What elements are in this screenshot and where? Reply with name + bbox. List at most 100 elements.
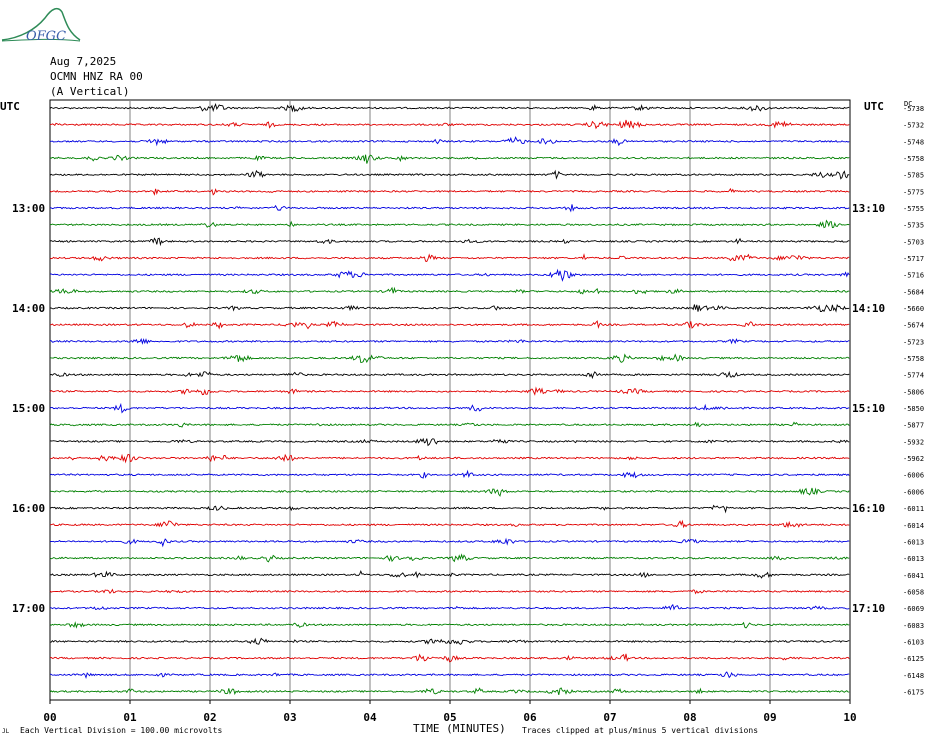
dc-offset-label: -6013	[903, 555, 924, 563]
trace-line	[49, 304, 850, 313]
dc-offset-label: -5716	[903, 272, 924, 280]
x-tick-label: 01	[123, 711, 137, 724]
left-hour-label: 16:00	[12, 502, 45, 515]
left-hour-label: 17:00	[12, 602, 45, 615]
trace-line	[49, 237, 850, 247]
x-tick-label: 10	[843, 711, 856, 724]
dc-offset-label: -6014	[903, 522, 924, 530]
trace-lines	[49, 102, 850, 696]
dc-offset-label: -5962	[903, 455, 924, 463]
dc-offset-label: -5877	[903, 422, 924, 430]
trace-line	[49, 102, 850, 113]
footer-clip: Traces clipped at plus/minus 5 vertical …	[522, 726, 758, 735]
dc-offset-label: -5703	[903, 238, 924, 246]
dc-offset-label: -6058	[903, 588, 924, 596]
dc-offset-label: -5717	[903, 255, 924, 263]
trace-line	[49, 519, 850, 529]
dc-offset-label: -5806	[903, 388, 924, 396]
header-station: OCMN HNZ RA 00	[50, 70, 143, 83]
x-tick-label: 02	[203, 711, 216, 724]
right-hour-label: 17:10	[852, 602, 885, 615]
dc-offset-label: -5775	[903, 188, 924, 196]
dc-offset-label: -6083	[903, 622, 924, 630]
dc-offset-label: -5735	[903, 222, 924, 230]
trace-line	[49, 386, 850, 396]
trace-line	[49, 537, 850, 548]
trace-line	[49, 421, 850, 428]
right-hour-label: 16:10	[852, 502, 885, 515]
dc-offset-label: -5660	[903, 305, 924, 313]
trace-line	[49, 219, 850, 229]
trace-line	[49, 569, 850, 579]
trace-line	[49, 204, 850, 213]
logo: OFGC	[1, 7, 81, 44]
right-hour-label: 15:10	[852, 402, 885, 415]
x-tick-label: 07	[603, 711, 616, 724]
dc-offset-label: -6006	[903, 488, 924, 496]
trace-line	[49, 603, 850, 611]
right-axis-label: UTC	[864, 100, 884, 113]
plot-grid	[49, 99, 851, 704]
trace-line	[49, 504, 850, 514]
trace-line	[49, 588, 850, 595]
trace-line	[49, 370, 850, 380]
right-hour-label: 14:10	[852, 302, 885, 315]
trace-line	[49, 337, 850, 345]
trace-line	[49, 286, 850, 295]
dc-offset-label: -5723	[903, 338, 924, 346]
dc-offset-label: -6069	[903, 605, 924, 613]
dc-offset-label: -6175	[903, 688, 924, 696]
dc-offset-label: -5758	[903, 355, 924, 363]
trace-line	[49, 169, 850, 180]
dc-offset-label: -6125	[903, 655, 924, 663]
trace-line	[49, 402, 850, 414]
dc-offset-label: -5738	[903, 105, 924, 113]
dc-offset-label: -6041	[903, 572, 924, 580]
dc-offset-label: -5850	[903, 405, 924, 413]
trace-line	[49, 320, 850, 330]
trace-line	[49, 253, 850, 263]
logo-text: OFGC	[26, 29, 66, 44]
dc-offset-label: -6148	[903, 672, 924, 680]
footer-scale: Each Vertical Division = 100.00 microvol…	[20, 726, 222, 735]
dc-offset-label: -5758	[903, 155, 924, 163]
x-axis-title: TIME (MINUTES)	[413, 722, 506, 735]
dc-offset-label: -6013	[903, 538, 924, 546]
trace-line	[50, 136, 850, 147]
trace-line	[49, 353, 850, 364]
footer-mark: JL	[2, 728, 10, 735]
trace-line	[49, 119, 850, 130]
dc-offset-label: -5684	[903, 288, 924, 296]
x-tick-label: 05	[443, 711, 456, 724]
dc-offset-label: -5748	[903, 138, 924, 146]
x-tick-label: 06	[523, 711, 537, 724]
trace-line	[49, 453, 850, 464]
x-tick-label: 00	[43, 711, 56, 724]
trace-line	[49, 268, 850, 282]
dc-label: DC	[904, 100, 912, 108]
dc-offset-label: -5732	[903, 122, 924, 130]
dc-offset-label: -5932	[903, 438, 924, 446]
x-tick-label: 09	[763, 711, 776, 724]
left-hour-label: 14:00	[12, 302, 45, 315]
trace-line	[49, 154, 850, 164]
left-axis-label: UTC	[0, 100, 20, 113]
trace-line	[49, 187, 850, 196]
x-tick-label: 04	[363, 711, 377, 724]
left-hour-label: 13:00	[12, 202, 45, 215]
x-tick-label: 03	[283, 711, 296, 724]
trace-line	[49, 437, 850, 447]
left-hour-label: 15:00	[12, 402, 45, 415]
trace-line	[49, 687, 850, 696]
trace-line	[49, 487, 850, 497]
header-component: (A Vertical)	[50, 85, 130, 98]
dc-offset-label: -5785	[903, 172, 924, 180]
dc-offset-label: -6103	[903, 638, 924, 646]
dc-offset-label: -6011	[903, 505, 924, 513]
x-tick-label: 08	[683, 711, 696, 724]
dc-offset-label: -5755	[903, 205, 924, 213]
axis-labels: 00 01 02 03 04 05 06 07 08 09 10 -5738 -5732 -5748 -57…	[12, 105, 924, 724]
trace-line	[49, 621, 850, 629]
dc-offset-label: -6006	[903, 472, 924, 480]
dc-offset-label: -5674	[903, 322, 924, 330]
